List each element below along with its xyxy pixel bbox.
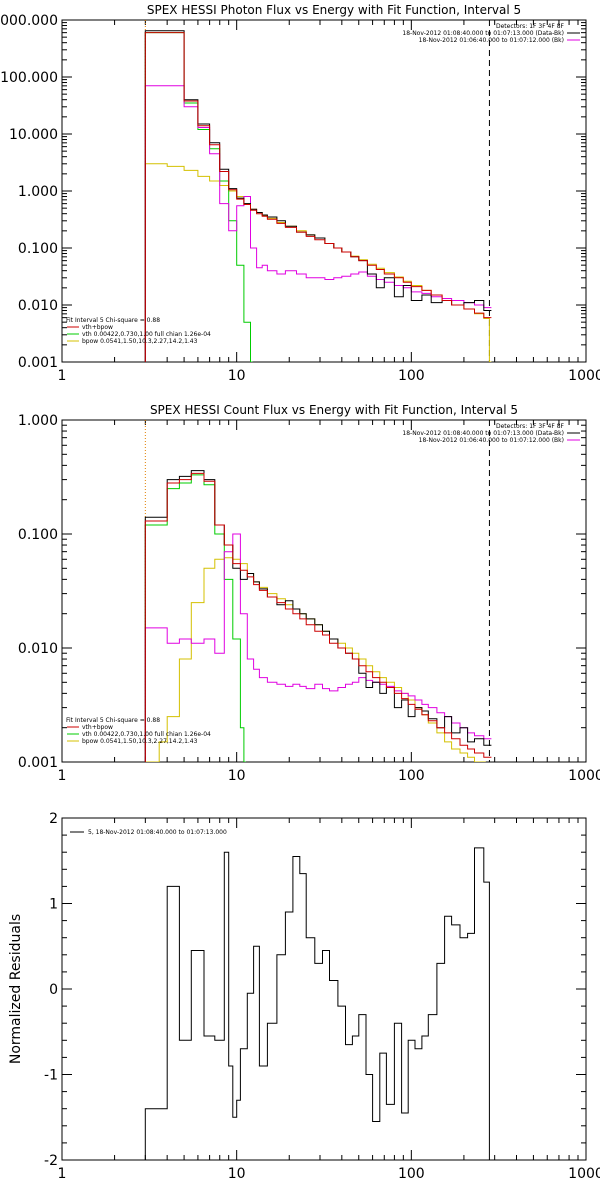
legend-bottomleft-line: vth 0.00422,0.730,1.00 full chian 1.26e-…: [82, 731, 211, 738]
x-tick-label: 1: [58, 768, 67, 784]
legend-topright-line: 18-Nov-2012 01:06:40.000 to 01:07:12.000…: [419, 37, 564, 44]
legend-bottomleft-line: Fit Interval 5 Chi-square = 0.88: [66, 717, 160, 724]
y-tick-label: 100.000: [0, 70, 58, 86]
chart-title: SPEX HESSI Count Flux vs Energy with Fit…: [150, 403, 518, 417]
legend-bottomleft-line: bpow 0.0541,1.50,10.3,2.27,14.2,1.43: [82, 338, 198, 345]
y-tick-label: 2: [49, 811, 58, 827]
x-tick-label: 10: [228, 1166, 246, 1182]
legend-bottomleft-line: Fit Interval 5 Chi-square = 0.88: [66, 317, 160, 324]
legend-bottomleft-line: vth+bpow: [82, 324, 113, 331]
chart-panel-1: SPEX HESSI Photon Flux vs Energy with Fi…: [0, 3, 600, 384]
x-tick-label: 100: [398, 768, 425, 784]
legend-bottomleft-line: vth+bpow: [82, 724, 113, 731]
y-tick-label: 1.000: [18, 413, 58, 429]
y-tick-label: -2: [44, 1153, 58, 1169]
series-data: [144, 470, 492, 762]
x-tick-label: 10: [228, 768, 246, 784]
series-background: [144, 533, 492, 762]
plot-frame: [61, 419, 587, 763]
legend-bottomleft-line: bpow 0.0541,1.50,10.3,2.27,14.2,1.43: [82, 738, 198, 745]
series-total: [144, 472, 492, 762]
y-axis-label: Normalized Residuals: [8, 914, 24, 1064]
y-tick-label: 1: [49, 897, 58, 913]
legend-topright-line: 18-Nov-2012 01:08:40.000 to 01:07:13.000…: [402, 30, 564, 37]
legend-topright-line: Detectors: 1F 3F 4F 8F: [496, 423, 565, 430]
x-tick-label: 1000: [568, 1166, 600, 1182]
legend-line: 5, 18-Nov-2012 01:08:40.000 to 01:07:13.…: [88, 829, 227, 836]
y-tick-label: 0.010: [18, 298, 58, 314]
x-tick-label: 1000: [568, 368, 600, 384]
y-tick-label: 1.000: [18, 184, 58, 200]
x-tick-label: 1: [58, 368, 67, 384]
x-tick-label: 1000: [568, 768, 600, 784]
chart-panel-3: 1 10 100 1000 -2 -1 0 1 2 Normalized Residuals 5, …: [8, 811, 600, 1182]
y-tick-label: 0.100: [18, 527, 58, 543]
x-tick-label: 100: [398, 1166, 425, 1182]
series-data: [144, 30, 492, 362]
plot-frame: [61, 817, 587, 1161]
y-tick-label: 10.000: [9, 127, 58, 143]
y-tick-label: 1000.000: [0, 13, 58, 29]
y-tick-label: 0.100: [18, 241, 58, 257]
legend-topright-line: 18-Nov-2012 01:08:40.000 to 01:07:13.000…: [402, 430, 564, 437]
y-tick-label: -1: [44, 1068, 58, 1084]
y-tick-label: 0.001: [18, 755, 58, 771]
legend-topright-line: 18-Nov-2012 01:06:40.000 to 01:07:12.000…: [419, 437, 564, 444]
series-data: [144, 847, 492, 1160]
x-tick-label: 1: [58, 1166, 67, 1182]
y-tick-label: 0.010: [18, 641, 58, 657]
legend-topright-line: Detectors: 1F 3F 4F 8F: [496, 23, 565, 30]
x-tick-label: 10: [228, 368, 246, 384]
series-background: [144, 85, 492, 362]
y-tick-label: 0.001: [18, 355, 58, 371]
chart-title: SPEX HESSI Photon Flux vs Energy with Fi…: [147, 3, 521, 17]
series-vth: [144, 474, 246, 762]
x-tick-label: 100: [398, 368, 425, 384]
chart-panel-2: SPEX HESSI Count Flux vs Energy with Fit…: [18, 403, 600, 784]
legend-bottomleft-line: vth 0.00422,0.730,1.00 full chian 1.26e-…: [82, 331, 211, 338]
plot-frame: [61, 19, 587, 363]
series-total: [144, 32, 492, 362]
y-tick-label: 0: [49, 982, 58, 998]
